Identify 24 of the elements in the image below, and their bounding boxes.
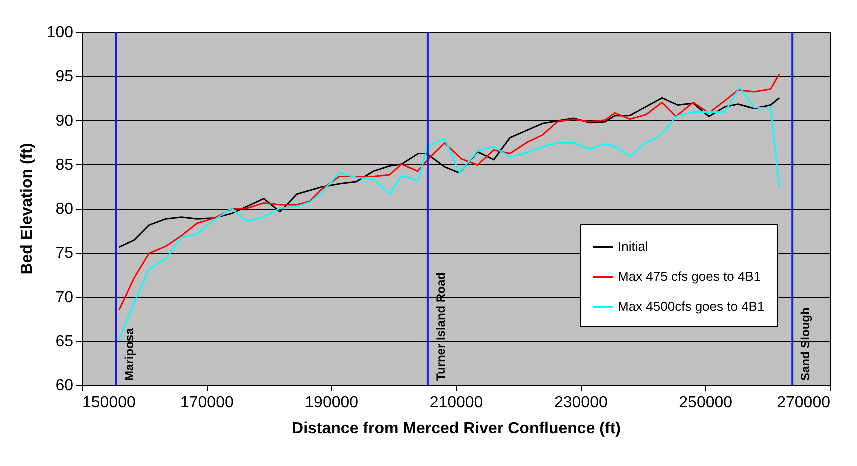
- y-tick-label: 95: [56, 68, 74, 86]
- legend-label: Initial: [618, 239, 648, 254]
- y-tick-label: 70: [56, 289, 74, 306]
- ref-line-label: Sand Slough: [798, 308, 813, 381]
- x-tick-label: 170000: [180, 394, 234, 412]
- y-tick-label: 65: [56, 333, 74, 350]
- y-tick-label: 80: [56, 201, 74, 218]
- x-tick-label: 190000: [305, 394, 359, 412]
- legend-label: Max 475 cfs goes to 4B1: [618, 269, 762, 284]
- y-tick-label: 85: [56, 156, 74, 174]
- x-tick-label: 230000: [554, 394, 608, 412]
- y-tick-label: 100: [46, 24, 74, 42]
- y-tick-label: 60: [56, 378, 74, 394]
- x-tick-label: 270000: [777, 394, 831, 412]
- y-axis-title: Bed Elevation (ft): [18, 143, 36, 275]
- x-tick-label: 150000: [82, 394, 136, 412]
- x-tick-label: 250000: [679, 394, 733, 412]
- legend-label: Max 4500cfs goes to 4B1: [618, 299, 765, 314]
- ref-line-label: Mariposa: [122, 328, 136, 381]
- x-tick-label: 210000: [430, 394, 484, 412]
- x-axis-title: Distance from Merced River Confluence (ft): [292, 420, 621, 438]
- ref-line-label: Turner Island Road: [434, 272, 448, 381]
- y-tick-label: 75: [56, 245, 74, 262]
- y-tick-label: 90: [56, 112, 74, 130]
